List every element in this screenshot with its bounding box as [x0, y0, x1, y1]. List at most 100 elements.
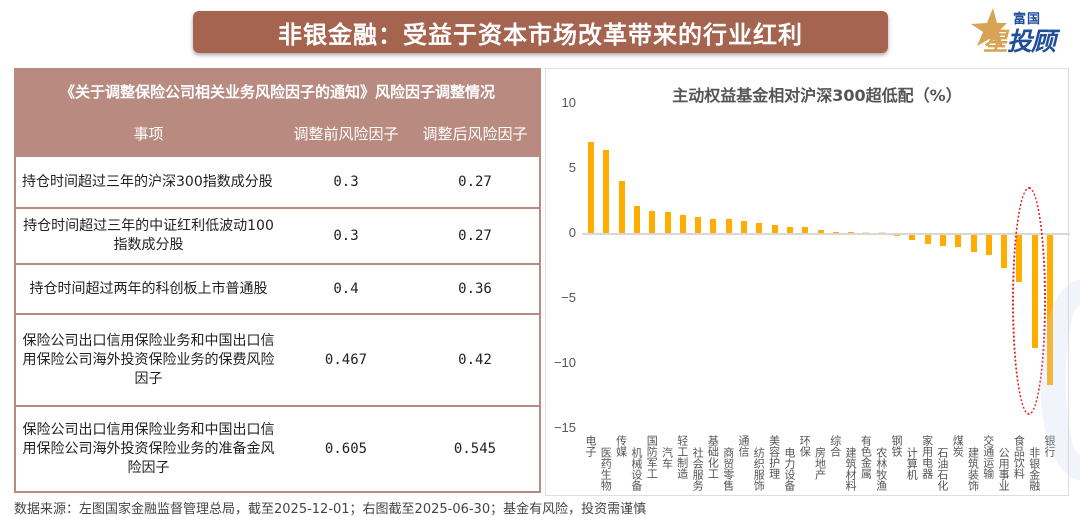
bar-轻工制造 [679, 215, 686, 233]
cell-before: 0.467 [324, 352, 368, 368]
cell-item: 持仓时间超过两年的科创板上市普通股 [29, 280, 268, 297]
cell-after: 0.545 [453, 441, 497, 457]
table-header: 《关于调整保险公司相关业务风险因子的通知》风险因子调整情况 事项 调整前风险因子… [16, 70, 539, 155]
table-column-headers: 事项 调整前风险因子 调整后风险因子 [16, 112, 539, 154]
x-axis-label: 电力设备 [782, 447, 796, 491]
x-axis-label: 交通运输 [981, 435, 995, 479]
page-title: 非银金融：受益于资本市场改革带来的行业红利 [278, 20, 803, 49]
cell-item: 持仓时间超过三年的沪深300指数成分股 [22, 173, 273, 190]
x-axis-label: 计算机 [905, 447, 919, 480]
bar-汽车 [664, 211, 671, 233]
bar-建筑材料 [848, 231, 855, 233]
cell-after: 0.27 [458, 174, 492, 190]
bar-石油石化 [939, 235, 946, 247]
x-axis-label: 家用电器 [920, 435, 934, 479]
table-row: 持仓时间超过两年的科创板上市普通股 0.4 0.36 [16, 263, 539, 313]
cell-before: 0.3 [333, 174, 359, 190]
x-axis-label: 基础化工 [706, 435, 720, 479]
y-axis-tick: 5 [568, 160, 576, 175]
bar-农林牧渔 [878, 232, 885, 233]
highlight-ellipse [1012, 187, 1047, 415]
x-axis-label: 医药生物 [599, 447, 613, 491]
bar-社会服务 [695, 217, 702, 233]
bar-电力设备 [786, 226, 793, 233]
bar-房地产 [817, 230, 824, 233]
bar-通信 [741, 220, 747, 233]
cell-item: 保险公司出口信用保险业务和中国出口信用保险公司海外投资保险业务的保费风险因子 [22, 332, 275, 387]
bar-煤炭 [955, 235, 962, 248]
chart-title: 主动权益基金相对沪深300超低配（%） [672, 86, 962, 105]
bar-国防军工 [649, 210, 656, 233]
star-icon [971, 8, 1007, 48]
x-axis-label: 农林牧渔 [874, 447, 888, 491]
bar-家用电器 [924, 235, 931, 245]
bar-电子 [588, 142, 594, 233]
x-axis-label: 综合 [828, 435, 842, 457]
x-axis-label: 轻工制造 [675, 435, 689, 479]
y-axis-tick: 0 [568, 225, 576, 240]
bar-交通运输 [985, 235, 992, 255]
x-axis-label: 纺织服饰 [752, 447, 766, 491]
x-axis-label: 非银金融 [1027, 447, 1041, 491]
x-axis-label: 公用事业 [997, 447, 1011, 491]
data-source-note: 数据来源：左图国家金融监督管理总局，截至2025-12-01；右图截至2025-… [14, 502, 647, 517]
cell-after: 0.36 [458, 281, 492, 297]
bar-计算机 [909, 235, 916, 240]
cell-item: 持仓时间超过三年的中证红利低波动100指数成分股 [23, 218, 274, 253]
bar-基础化工 [710, 219, 717, 233]
table-row: 保险公司出口信用保险业务和中国出口信用保险公司海外投资保险业务的准备金风险因子 … [16, 405, 539, 491]
cell-before: 0.605 [324, 441, 368, 457]
table-row: 持仓时间超过三年的沪深300指数成分股 0.3 0.27 [16, 155, 539, 207]
bar-银行 [1047, 235, 1053, 385]
x-axis-label: 钢铁 [890, 435, 903, 457]
logo-main-text: 星投顾 [983, 27, 1056, 56]
cell-after: 0.27 [458, 228, 492, 244]
x-axis-label: 通信 [737, 435, 750, 457]
bar-商贸零售 [725, 219, 732, 233]
bar-机械设备 [633, 206, 640, 233]
x-axis-label: 有色金属 [859, 435, 873, 479]
x-axis-label: 美容护理 [767, 435, 781, 479]
x-axis-label: 电子 [584, 435, 597, 457]
bar-有色金属 [863, 232, 870, 233]
x-axis-label: 汽车 [660, 447, 674, 469]
table-caption: 《关于调整保险公司相关业务风险因子的通知》风险因子调整情况 [59, 82, 495, 101]
bar-传媒 [618, 181, 625, 233]
table-row: 保险公司出口信用保险业务和中国出口信用保险公司海外投资保险业务的保费风险因子 0… [16, 313, 539, 405]
x-axis-label: 煤炭 [951, 435, 965, 457]
bar-钢铁 [894, 235, 900, 237]
x-axis-label: 商贸零售 [721, 447, 735, 491]
column-header-after: 调整后风险因子 [422, 124, 528, 143]
zero-axis-line [582, 233, 1071, 235]
cell-before: 0.4 [333, 281, 359, 297]
column-header-item: 事项 [133, 124, 164, 143]
overweight-bar-chart: 主动权益基金相对沪深300超低配（%） 10 5 0 −5 −10 −15 电子 医药生物 传媒… [545, 68, 1071, 496]
bar-综合 [832, 231, 839, 233]
bar-环保 [802, 227, 809, 233]
y-axis-tick: 10 [561, 95, 576, 110]
bar-美容护理 [771, 225, 778, 233]
x-axis-label: 机械设备 [629, 447, 643, 491]
bar-公用事业 [1001, 235, 1008, 268]
column-header-before: 调整前风险因子 [293, 124, 399, 143]
x-axis-label: 石油石化 [935, 447, 949, 491]
x-axis-label: 环保 [798, 435, 812, 457]
x-axis-label: 房地产 [813, 447, 827, 480]
risk-factor-table: 《关于调整保险公司相关业务风险因子的通知》风险因子调整情况 事项 调整前风险因子… [14, 68, 541, 493]
page-title-banner: 非银金融：受益于资本市场改革带来的行业红利 [193, 11, 888, 53]
y-axis-tick: −15 [553, 420, 576, 435]
x-axis-label: 食品饮料 [1012, 435, 1026, 479]
x-axis-label: 建筑材料 [844, 447, 858, 491]
cell-before: 0.3 [333, 228, 359, 244]
cell-after: 0.42 [458, 352, 492, 368]
cell-item: 保险公司出口信用保险业务和中国出口信用保险公司海外投资保险业务的准备金风险因子 [22, 421, 275, 476]
bar-建筑装饰 [970, 235, 977, 252]
bar-纺织服饰 [756, 222, 763, 233]
x-axis-label: 社会服务 [691, 447, 705, 491]
x-axis-label: 国防军工 [645, 435, 659, 479]
table-row: 持仓时间超过三年的中证红利低波动100指数成分股 0.3 0.27 [16, 207, 539, 263]
brand-logo: 富国 星投顾 [963, 4, 1073, 56]
y-axis-tick: −5 [561, 290, 576, 305]
x-axis-label: 传媒 [614, 435, 628, 457]
bar-医药生物 [603, 149, 610, 233]
